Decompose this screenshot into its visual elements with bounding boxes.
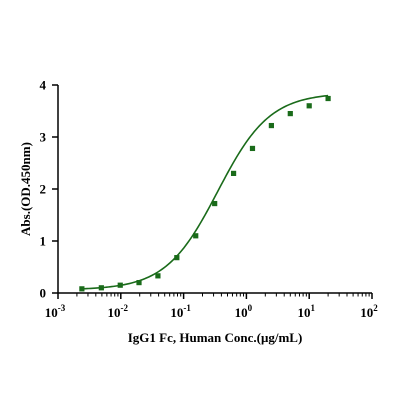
x-tick-label: 101 [297, 303, 315, 320]
tick-marks [52, 84, 373, 299]
data-point [212, 200, 218, 207]
y-tick-label: 0 [40, 286, 47, 301]
x-axis-title: IgG1 Fc, Human Conc.(μg/mL) [128, 330, 303, 345]
data-point [155, 273, 161, 279]
x-tick-label: 10-3 [45, 303, 66, 320]
data-point [98, 285, 104, 291]
data-point [230, 170, 237, 176]
y-tick-label: 4 [40, 78, 47, 93]
data-point [193, 233, 199, 239]
data-point [174, 255, 180, 261]
data-point [117, 282, 123, 288]
tick-labels: 0 1 2 3 4 10-3 10-2 10-1 100 101 102 [40, 78, 379, 321]
y-axis-title: Abs.(OD.450nm) [18, 142, 33, 236]
fit-curve [81, 94, 329, 290]
x-tick-label: 10-1 [170, 303, 191, 320]
x-tick-label: 100 [235, 303, 253, 320]
y-tick-label: 1 [40, 234, 47, 249]
data-point [287, 111, 293, 117]
data-point [268, 122, 274, 129]
data-point [325, 95, 331, 102]
x-tick-label: 10-2 [108, 303, 129, 320]
data-point [136, 280, 142, 286]
data-point [249, 145, 256, 152]
y-tick-label: 3 [40, 130, 47, 145]
axes [57, 85, 372, 294]
plot-area [79, 94, 331, 292]
x-tick-label: 102 [360, 303, 378, 320]
data-point [79, 286, 85, 292]
y-tick-label: 2 [40, 182, 47, 197]
data-point [306, 103, 312, 109]
